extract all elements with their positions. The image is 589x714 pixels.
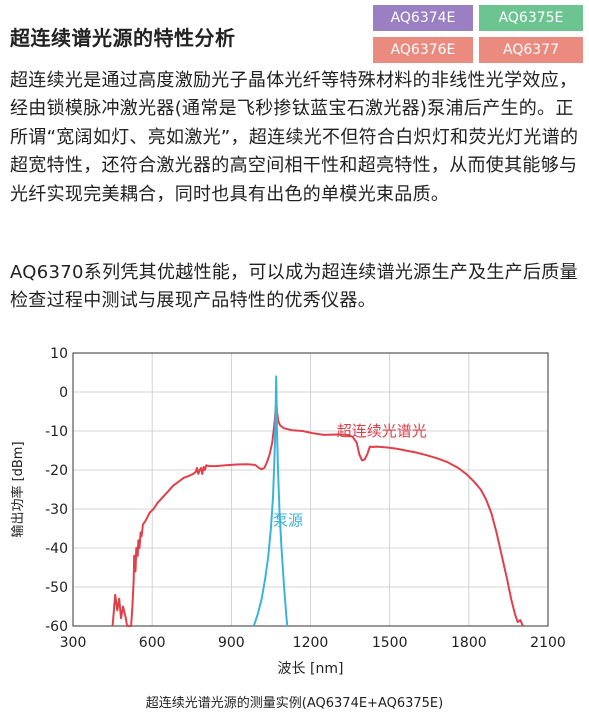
y-tick-label: -50	[45, 580, 68, 596]
series-line-1	[252, 375, 289, 627]
x-tick-label: 300	[60, 635, 87, 651]
chart-caption: 超连续光谱光源的测量实例(AQ6374E+AQ6375E)	[145, 696, 444, 711]
spectrum-chart: 300 600 900 1200 1500 1800 2100 10 0 -10 -20 -30 -40…	[10, 346, 566, 677]
y-tick-label: -30	[45, 502, 68, 518]
plot-frame	[72, 352, 549, 627]
x-tick-label: 1200	[293, 635, 329, 651]
model-tag-aq6376e: AQ6376E	[373, 37, 473, 63]
y-tick-label: 0	[59, 385, 68, 401]
product-paragraph: AQ6370系列凭其优越性能，可以成为超连续谱光源生产及生产后质量检查过程中测试…	[10, 262, 578, 312]
series-annotation-1: 泵源	[273, 512, 303, 530]
y-tick-label: -20	[45, 463, 68, 479]
intro-paragraph: 超连续光是通过高度激励光子晶体光纤等特殊材料的非线性光学效应，经由锁模脉冲激光器…	[10, 70, 579, 205]
series-line-0	[111, 400, 524, 627]
page-title: 超连续谱光源的特性分析	[10, 26, 236, 50]
model-tag-aq6375e: AQ6375E	[479, 5, 583, 31]
y-tick-label: -40	[45, 541, 68, 557]
chart-grid	[72, 352, 549, 627]
series-layer	[111, 375, 524, 627]
x-tick-label: 1500	[372, 635, 408, 651]
x-tick-label: 900	[218, 635, 245, 651]
model-tag-aq6374e: AQ6374E	[373, 5, 473, 31]
y-axis-label: 输出功率 [dBm]	[10, 441, 26, 537]
y-tick-label: -60	[45, 619, 68, 635]
series-annotation-0: 超连续光谱光	[337, 422, 427, 440]
y-tick-label: 10	[50, 346, 68, 362]
x-tick-label: 2100	[530, 635, 566, 651]
tick-labels: 300 600 900 1200 1500 1800 2100 10 0 -10 -20 -30 -40…	[45, 346, 566, 651]
x-tick-label: 1800	[451, 635, 487, 651]
y-tick-label: -10	[45, 424, 68, 440]
model-tag-aq6377: AQ6377	[479, 37, 583, 63]
x-tick-label: 600	[139, 635, 166, 651]
x-axis-label: 波长 [nm]	[278, 661, 344, 677]
